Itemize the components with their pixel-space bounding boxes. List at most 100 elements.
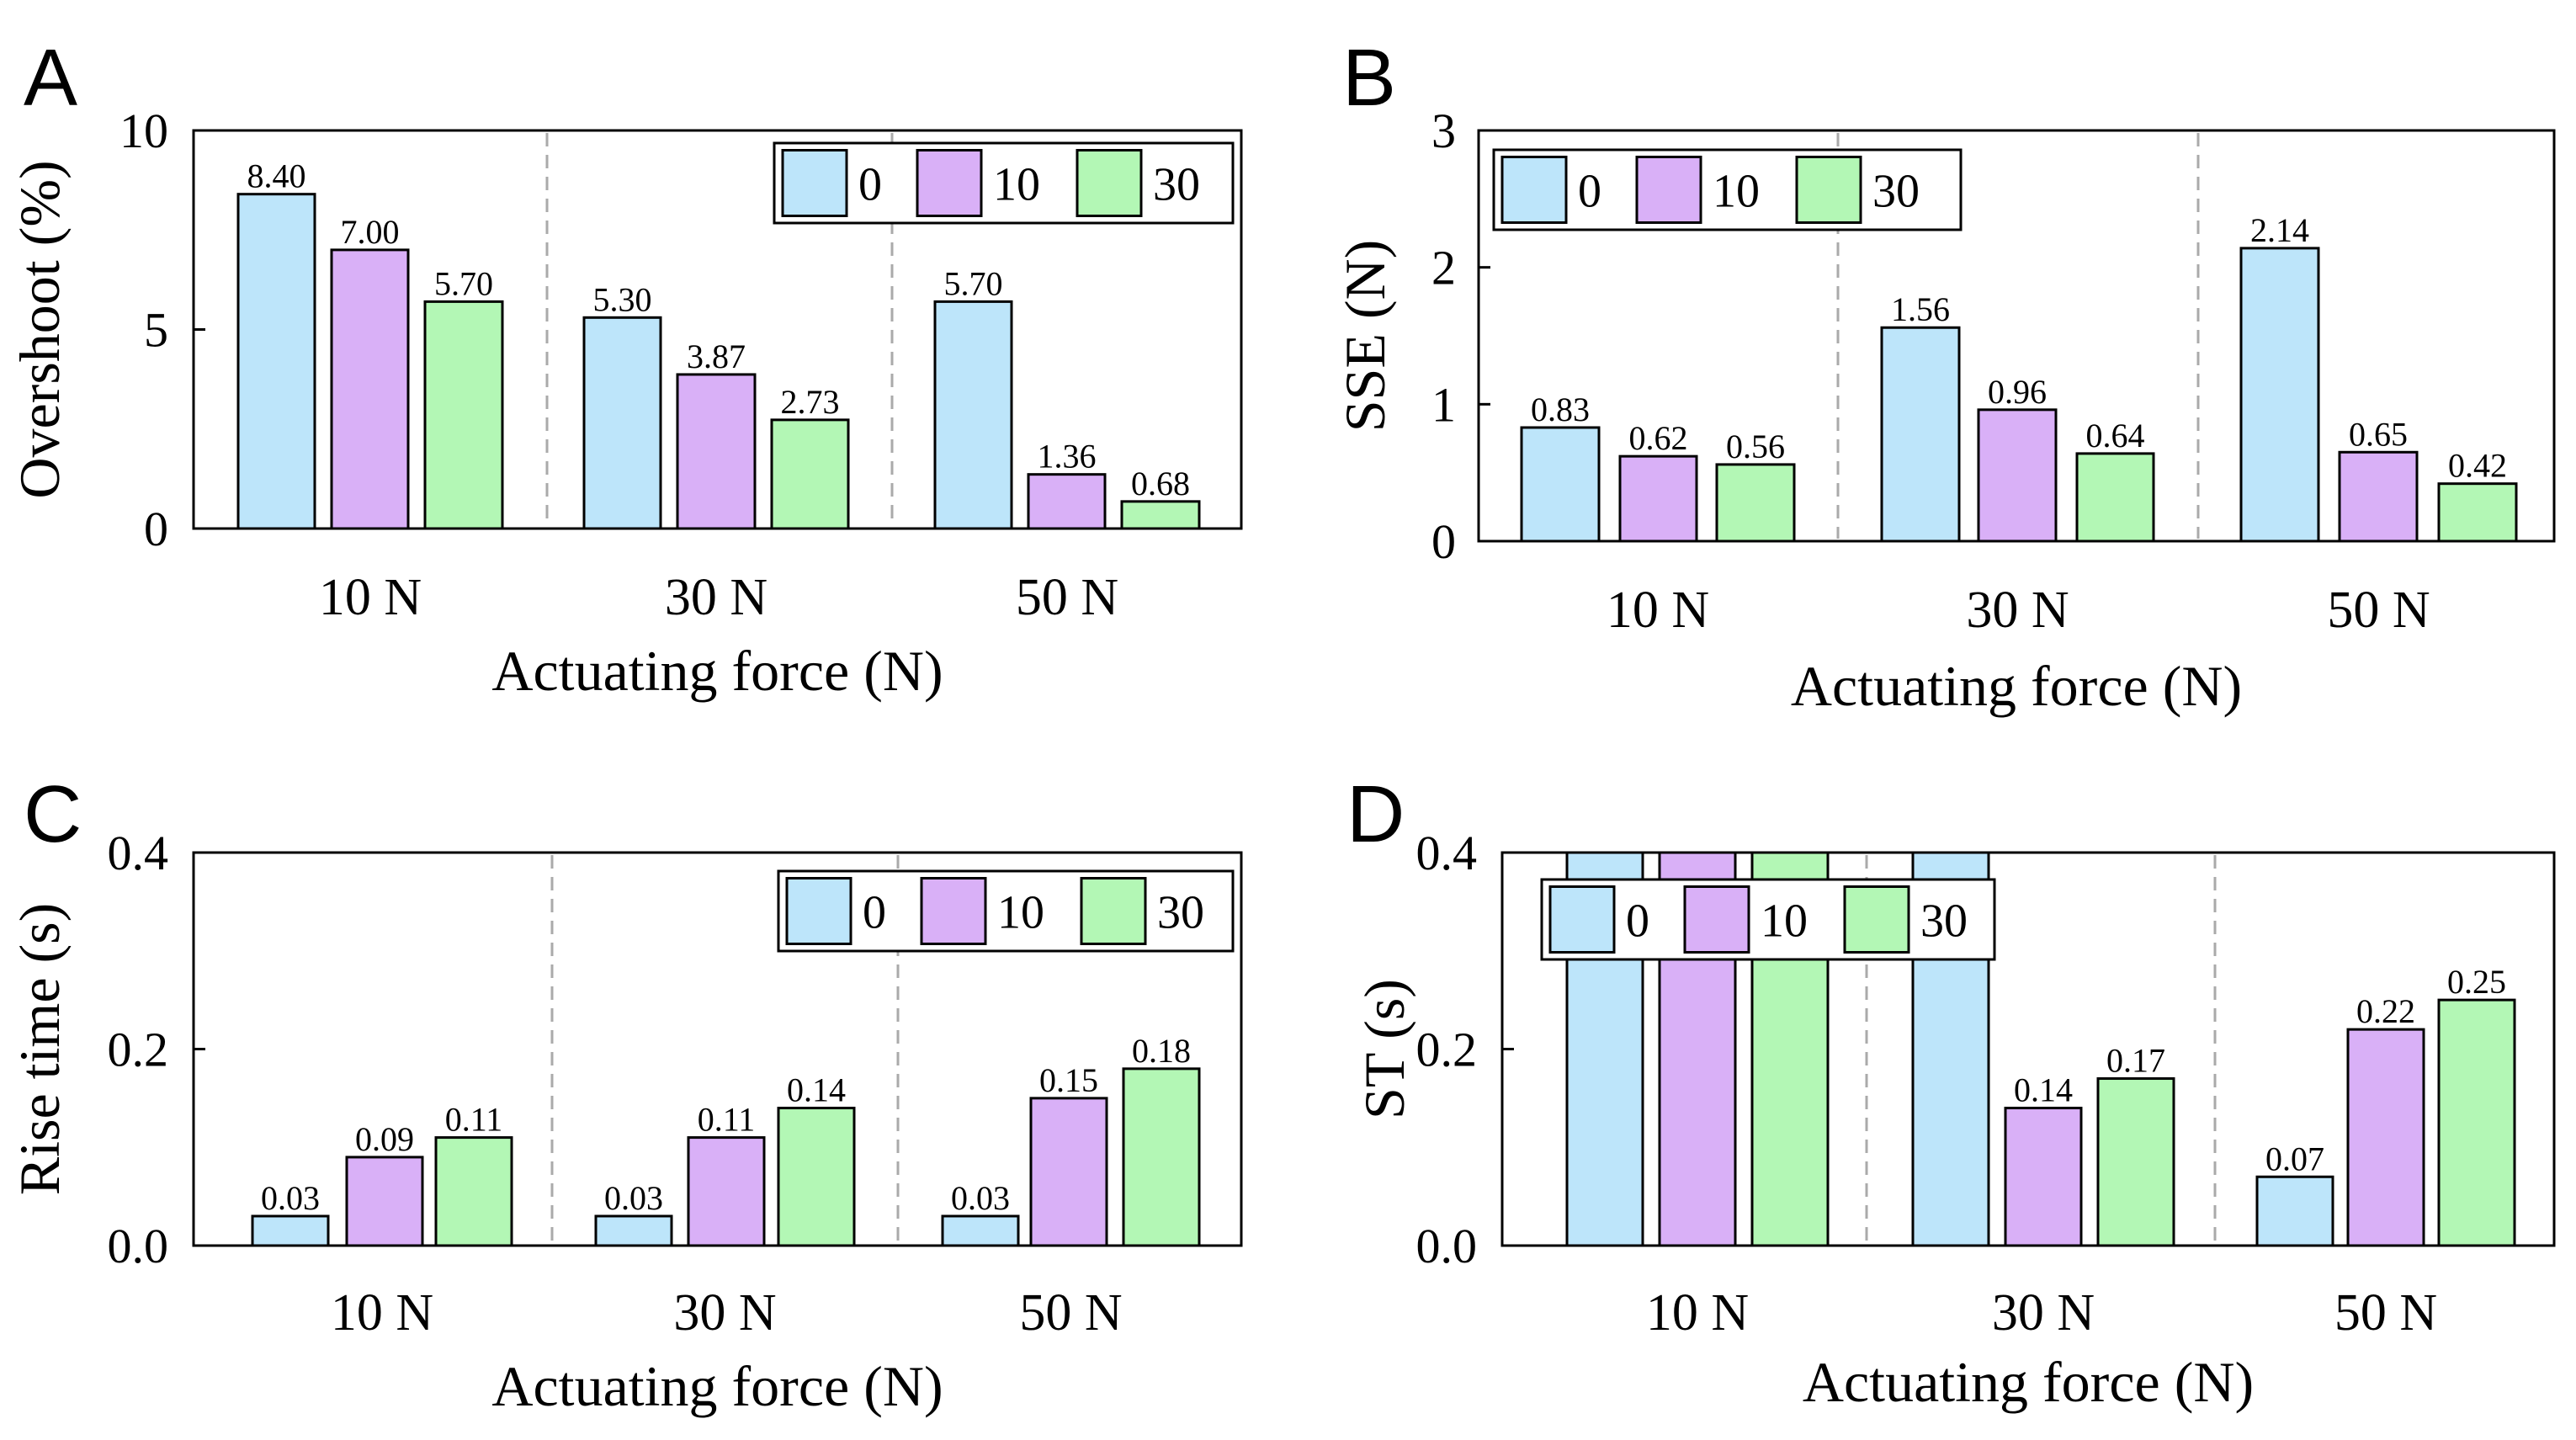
legend-box — [773, 141, 1235, 225]
data-label: 0.42 — [2448, 447, 2507, 485]
panel-letter: B — [1342, 33, 1396, 123]
bar-d-30n-s30 — [2096, 1077, 2175, 1247]
legend-label: 10 — [993, 159, 1040, 211]
data-label: 0.62 — [1629, 419, 1688, 457]
data-label: 5.30 — [593, 280, 652, 318]
x-tick-label: 50 N — [2327, 582, 2430, 639]
panel-b: 0.83 1.56 2.14 0.62 0.96 0.65 0.56 0.64 0.42 0 1 2 3… — [1333, 33, 2556, 718]
legend-swatch — [785, 877, 852, 945]
panel-d: 0.07 0.14 0.22 0.17 0.25 0.0 0.2 0.4 10 N 30 N 50 … — [1346, 769, 2556, 1414]
legend-swatch — [1500, 156, 1568, 224]
bar-a-30n-s10 — [676, 373, 757, 530]
legend-label: 0 — [863, 887, 886, 939]
data-label: 0.64 — [2086, 417, 2145, 454]
y-axis-title: Rise time (s) — [8, 903, 72, 1196]
legend-label: 10 — [997, 887, 1044, 939]
legend-label: 10 — [1713, 166, 1760, 218]
bar-b-30n-s0 — [1880, 326, 1961, 543]
data-label: 5.70 — [944, 264, 1003, 302]
bar-a-30n-s0 — [582, 316, 662, 530]
y-tick-label: 0.0 — [1416, 1219, 1478, 1273]
legend-swatch — [916, 149, 983, 217]
bar-c-10n-s0 — [251, 1214, 330, 1247]
bar-c-30n-s0 — [594, 1214, 673, 1247]
legend-box — [777, 869, 1235, 953]
bar-b-50n-s30 — [2437, 482, 2518, 543]
legend: 0 10 30 — [777, 869, 1235, 953]
data-label: 0.14 — [2014, 1071, 2073, 1109]
data-label: 0.25 — [2447, 963, 2506, 1001]
bar-c-30n-s30 — [777, 1107, 856, 1247]
data-label: 0.83 — [1531, 391, 1590, 428]
legend-label: 0 — [858, 159, 882, 211]
legend: 0 10 30 — [773, 141, 1235, 225]
x-tick-label: 30 N — [665, 569, 767, 626]
y-tick-label: 1 — [1431, 377, 1456, 432]
bar-b-10n-s30 — [1715, 463, 1796, 543]
y-axis-title: Overshoot (%) — [8, 160, 72, 498]
data-label: 0.03 — [951, 1179, 1010, 1217]
bar-b-50n-s10 — [2338, 450, 2419, 543]
x-axis-title: Actuating force (N) — [491, 639, 943, 703]
legend-swatch — [1795, 156, 1862, 224]
legend-label: 10 — [1761, 895, 1808, 948]
bar-c-10n-s30 — [434, 1136, 513, 1247]
x-tick-label: 30 N — [1966, 582, 2069, 639]
y-tick-label: 0.4 — [1416, 826, 1478, 880]
y-tick-label: 2 — [1431, 241, 1456, 295]
legend: 0 10 30 — [1540, 878, 1996, 961]
data-label: 1.36 — [1038, 438, 1097, 476]
x-axis-title: Actuating force (N) — [1803, 1350, 2254, 1414]
data-label: 2.14 — [2250, 211, 2309, 249]
legend-box — [1492, 148, 1963, 231]
legend-swatch — [1683, 885, 1750, 954]
bar-d-50n-s10 — [2346, 1028, 2425, 1247]
data-label: 0.65 — [2349, 415, 2408, 453]
bar-d-50n-s30 — [2437, 998, 2516, 1247]
data-label: 0.22 — [2356, 992, 2415, 1030]
y-tick-label: 0.2 — [1416, 1023, 1478, 1077]
data-label: 0.17 — [2106, 1042, 2165, 1080]
legend-swatch — [1080, 877, 1147, 945]
legend-swatch — [1548, 885, 1616, 954]
data-label: 8.40 — [247, 157, 306, 195]
legend-swatch — [920, 877, 987, 945]
data-label: 0.09 — [355, 1120, 414, 1158]
x-tick-label: 10 N — [331, 1284, 433, 1342]
x-tick-label: 10 N — [1607, 582, 1709, 639]
data-label: 0.56 — [1726, 428, 1785, 465]
data-label: 0.07 — [2265, 1140, 2324, 1177]
y-tick-label: 5 — [144, 303, 168, 358]
bar-b-30n-s10 — [1977, 408, 2058, 543]
legend-label: 30 — [1153, 159, 1200, 211]
data-label: 0.03 — [604, 1179, 663, 1217]
x-tick-label: 30 N — [1992, 1284, 2095, 1342]
data-label: 0.18 — [1132, 1032, 1191, 1070]
y-axis-title: ST (s) — [1352, 979, 1416, 1119]
data-label: 5.70 — [434, 264, 493, 302]
legend-label: 30 — [1920, 895, 1968, 948]
legend-label: 30 — [1157, 887, 1204, 939]
data-label: 3.87 — [687, 337, 746, 375]
data-label: 1.56 — [1891, 290, 1950, 328]
y-tick-label: 0.0 — [108, 1219, 169, 1273]
data-label: 0.96 — [1988, 373, 2047, 411]
bar-d-50n-s0 — [2255, 1175, 2334, 1247]
data-label: 0.11 — [698, 1101, 756, 1139]
plot-frame — [1477, 129, 2556, 543]
panel-letter: A — [24, 33, 77, 123]
data-label: 0.14 — [787, 1071, 846, 1109]
bar-d-30n-s10 — [2004, 1107, 2083, 1247]
data-label: 2.73 — [781, 383, 840, 421]
bar-a-50n-s30 — [1120, 500, 1201, 530]
bar-a-10n-s10 — [330, 248, 410, 530]
bar-a-30n-s30 — [770, 418, 850, 530]
y-tick-label: 10 — [120, 104, 168, 158]
bar-a-50n-s0 — [933, 300, 1013, 530]
bar-c-50n-s30 — [1122, 1067, 1201, 1247]
bar-c-50n-s10 — [1029, 1097, 1108, 1247]
legend-box — [1540, 878, 1996, 961]
bar-c-10n-s10 — [345, 1156, 424, 1247]
data-label: 0.68 — [1131, 465, 1190, 502]
